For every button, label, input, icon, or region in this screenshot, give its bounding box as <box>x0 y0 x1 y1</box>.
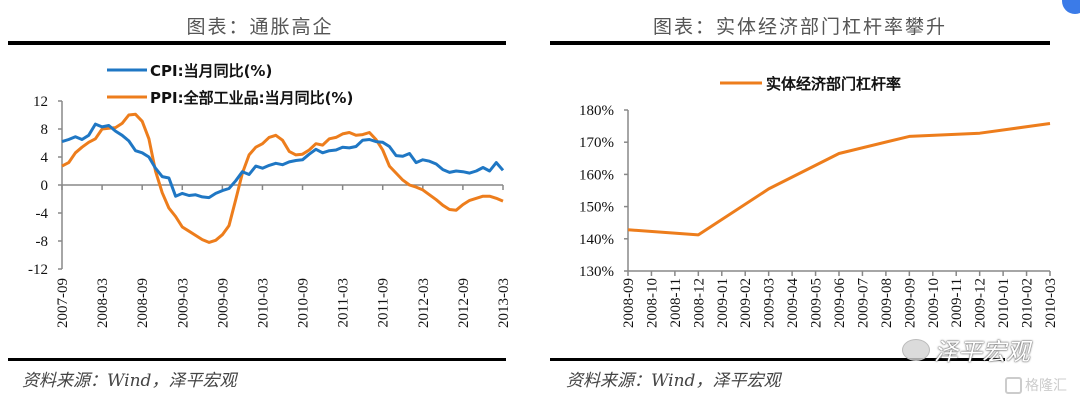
left-x-tick-label: 2011-09 <box>376 278 392 327</box>
right-x-tick-label: 2009-10 <box>926 278 942 328</box>
left-x-tick-label: 2010-09 <box>296 278 312 328</box>
right-top-rule <box>550 41 1050 45</box>
corner-badge-icon <box>1062 0 1080 14</box>
right-x-tick-label: 2009-05 <box>809 278 825 328</box>
left-y-tick-label: -12 <box>28 262 48 278</box>
ppi-line <box>61 112 504 244</box>
right-chart-title: 图表：实体经济部门杠杆率攀升 <box>652 16 947 38</box>
right-x-tick-label: 2009-11 <box>949 278 965 327</box>
watermark-wechat: 泽平宏观 <box>902 332 1030 367</box>
left-chart-panel: 图表：通胀高企 12 8 4 0 -4 -8 -12 2007-09 2008-03 2008-0… <box>8 16 512 391</box>
watermark-text: 泽平宏观 <box>934 338 1030 366</box>
left-y-tick-label: 8 <box>41 122 49 138</box>
left-chart-title: 图表：通胀高企 <box>186 16 334 38</box>
right-y-tick-label: 130% <box>579 264 614 280</box>
leverage-line <box>627 122 1051 237</box>
right-x-tick-label: 2009-06 <box>832 278 848 328</box>
right-y-tick-label: 180% <box>579 103 614 119</box>
left-y-tick-label: -4 <box>36 206 49 222</box>
left-x-tick-label: 2007-09 <box>55 278 71 328</box>
wechat-icon <box>902 338 930 361</box>
left-y-tick-label: 12 <box>33 94 48 110</box>
left-source-note: 资料来源：Wind，泽平宏观 <box>22 371 237 391</box>
right-x-tick-label: 2009-08 <box>879 278 895 328</box>
left-top-rule <box>8 41 506 45</box>
right-bottom-rule <box>550 358 1005 361</box>
right-source-note: 资料来源：Wind，泽平宏观 <box>566 371 781 391</box>
watermark-brand: 格隆汇 <box>1005 375 1067 395</box>
left-y-tick-label: 0 <box>41 178 49 194</box>
left-y-tick-label: 4 <box>41 150 49 166</box>
right-x-tick-label: 2010-03 <box>1043 278 1059 328</box>
right-x-tick-label: 2008-11 <box>668 278 684 327</box>
left-legend: CPI:当月同比(%) PPI:全部工业品:当月同比(%) <box>107 62 353 107</box>
legend-label-leverage: 实体经济部门杠杆率 <box>766 75 901 93</box>
right-x-tick-label: 2009-12 <box>973 278 989 328</box>
right-y-tick-label: 150% <box>579 200 614 216</box>
right-x-tick-label: 2008-10 <box>644 278 660 328</box>
left-x-tick-label: 2013-03 <box>496 278 512 328</box>
left-x-tick-label: 2011-03 <box>336 278 352 327</box>
left-x-tick-label: 2009-03 <box>175 278 191 328</box>
right-x-tick-label: 2008-12 <box>691 278 707 328</box>
right-x-tick-label: 2010-01 <box>996 278 1012 328</box>
right-x-tick-label: 2009-02 <box>738 278 754 328</box>
brand-text: 格隆汇 <box>1025 378 1067 394</box>
right-y-tick-label: 170% <box>579 135 614 151</box>
left-x-tick-label: 2010-03 <box>255 278 271 328</box>
right-x-tick-label: 2008-09 <box>621 278 637 328</box>
left-bottom-rule <box>8 358 506 361</box>
right-x-tick-label: 2009-01 <box>715 278 731 328</box>
right-x-tick-label: 2009-07 <box>855 278 871 328</box>
left-x-tick-label: 2012-09 <box>456 278 472 328</box>
right-x-tick-label: 2010-02 <box>1020 278 1036 328</box>
right-x-tick-label: 2009-09 <box>902 278 918 328</box>
right-y-tick-label: 160% <box>579 167 614 183</box>
left-x-tick-label: 2012-03 <box>416 278 432 328</box>
right-y-tick-label: 140% <box>579 232 614 248</box>
right-chart: 180% 170% 160% 150% 140% 130% 2008-09 2008-10 20… <box>579 75 1059 328</box>
right-legend: 实体经济部门杠杆率 <box>720 75 901 93</box>
legend-label-cpi: CPI:当月同比(%) <box>150 62 272 80</box>
left-x-tick-label: 2008-03 <box>95 278 111 328</box>
legend-label-ppi: PPI:全部工业品:当月同比(%) <box>150 89 353 107</box>
left-x-tick-label: 2009-09 <box>215 278 231 328</box>
right-x-tick-label: 2009-04 <box>785 278 801 328</box>
brand-logo-icon <box>1005 376 1022 394</box>
right-chart-panel: 图表：实体经济部门杠杆率攀升 180% 170% 160% 150% 140% 130% 2… <box>540 0 1080 400</box>
left-y-tick-label: -8 <box>36 234 49 250</box>
cpi-line <box>61 122 505 200</box>
left-x-tick-label: 2008-09 <box>135 278 151 328</box>
left-chart: 12 8 4 0 -4 -8 -12 2007-09 2008-03 2008-09 2009-03… <box>28 62 512 328</box>
right-x-tick-label: 2009-03 <box>762 278 778 328</box>
